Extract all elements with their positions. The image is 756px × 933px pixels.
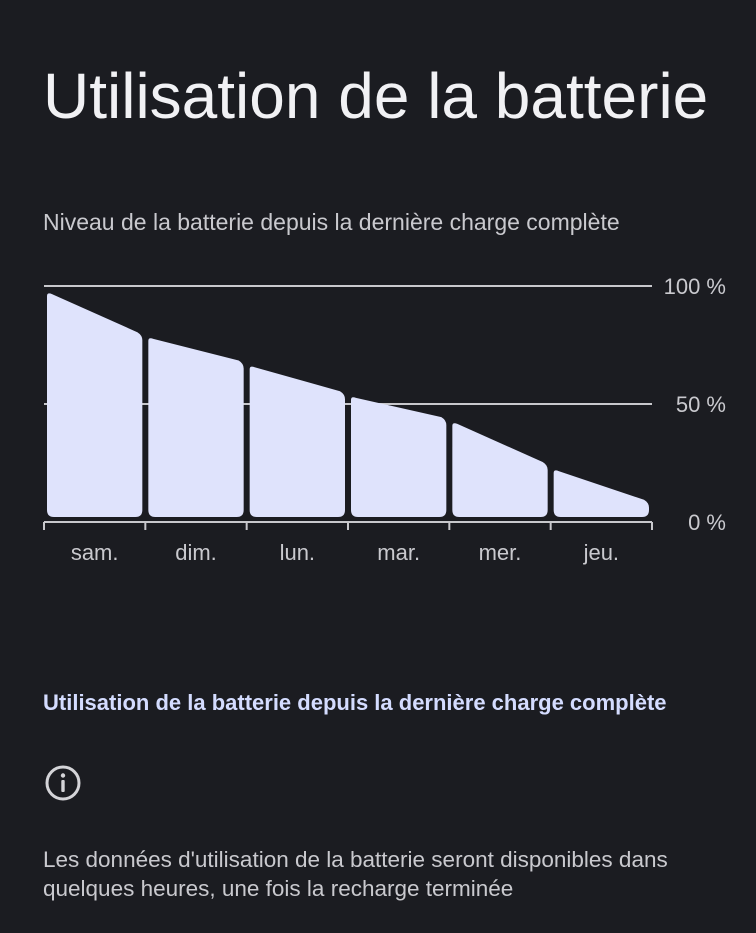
chart-y-tick-labels: 100 % 50 % 0 % [664, 274, 726, 535]
chart-gridlines [44, 285, 652, 405]
battery-segment-lun [249, 366, 345, 517]
x-tick-label: dim. [175, 540, 217, 565]
battery-segment-sam [47, 293, 143, 517]
chart-x-tick-labels: sam. dim. lun. mar. mer. jeu. [71, 540, 619, 565]
battery-level-chart[interactable]: 100 % 50 % 0 % sam. dim. lun. mar. mer. jeu. [0, 260, 756, 580]
battery-segment-jeu [553, 470, 649, 517]
info-icon [45, 765, 81, 801]
battery-segment-mar [351, 397, 447, 517]
page-title: Utilisation de la batterie [43, 60, 709, 132]
chart-subtitle: Niveau de la batterie depuis la dernière… [43, 209, 620, 235]
chart-segments [47, 293, 649, 517]
battery-segment-dim [148, 338, 244, 517]
x-tick-label: sam. [71, 540, 119, 565]
y-tick-label: 50 % [676, 392, 726, 417]
chart-x-axis [43, 521, 653, 530]
y-tick-label: 0 % [688, 510, 726, 535]
x-tick-label: mer. [479, 540, 522, 565]
x-tick-label: lun. [280, 540, 315, 565]
usage-unavailable-message: Les données d'utilisation de la batterie… [43, 847, 668, 901]
y-tick-label: 100 % [664, 274, 726, 299]
usage-section-header: Utilisation de la batterie depuis la der… [43, 690, 667, 715]
battery-segment-mer [452, 423, 548, 517]
x-tick-label: jeu. [583, 540, 619, 565]
x-tick-label: mar. [377, 540, 420, 565]
